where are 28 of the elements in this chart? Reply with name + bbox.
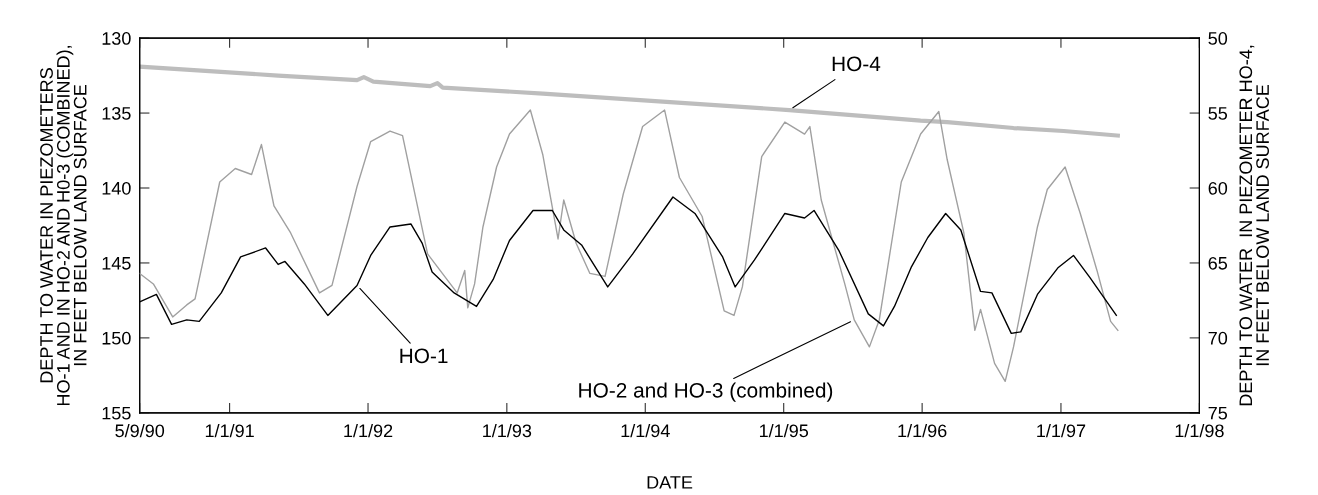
y-tick-label: 130 bbox=[102, 32, 131, 45]
y2-axis-title: DEPTH TO WATER IN PIEZOMETER HO-4, IN FEET BELOW LAND SURFACE bbox=[1239, 45, 1269, 406]
x-tick-label: 1/1/97 bbox=[1037, 423, 1086, 438]
y-tick-label: 155 bbox=[102, 406, 131, 420]
y2-tick-label: 50 bbox=[1208, 32, 1228, 45]
y2-tick-label: 70 bbox=[1208, 331, 1228, 345]
x-tick-label: 5/9/90 bbox=[115, 423, 165, 438]
x-tick-label: 1/1/94 bbox=[621, 423, 670, 438]
y2-tick-label: 65 bbox=[1208, 256, 1228, 270]
y-tick-label: 140 bbox=[102, 181, 131, 195]
x-tick-label: 1/1/91 bbox=[205, 423, 254, 438]
x-tick-label: 1/1/93 bbox=[483, 423, 532, 438]
line-series bbox=[139, 109, 1119, 383]
x-tick-label: 1/1/98 bbox=[1175, 423, 1224, 438]
y-tick-label: 135 bbox=[102, 106, 131, 120]
y2-tick-label: 60 bbox=[1208, 181, 1228, 195]
text: HO-4 bbox=[832, 56, 881, 72]
x-axis-title: DATE bbox=[647, 476, 693, 489]
x-tick-label: 1/1/95 bbox=[759, 423, 809, 438]
y2-tick-label: 75 bbox=[1208, 406, 1228, 420]
y-axis-title: DEPTH TO WATER IN PIEZOMETERS HO-1 AND IN HO-2 AND H0-3 (COMBINED), IN FEET BELOW LAND SURFACE bbox=[40, 46, 87, 406]
x-tick-label: 1/1/92 bbox=[344, 423, 393, 438]
x-tick-label: 1/1/96 bbox=[898, 423, 947, 438]
text: HO-1 bbox=[400, 348, 448, 364]
y-tick-label: 145 bbox=[102, 257, 131, 270]
y2-tick-label: 55 bbox=[1208, 107, 1228, 120]
text: HO-2 and HO-3 (combined) bbox=[579, 382, 833, 402]
y-tick-label: 150 bbox=[102, 331, 131, 345]
